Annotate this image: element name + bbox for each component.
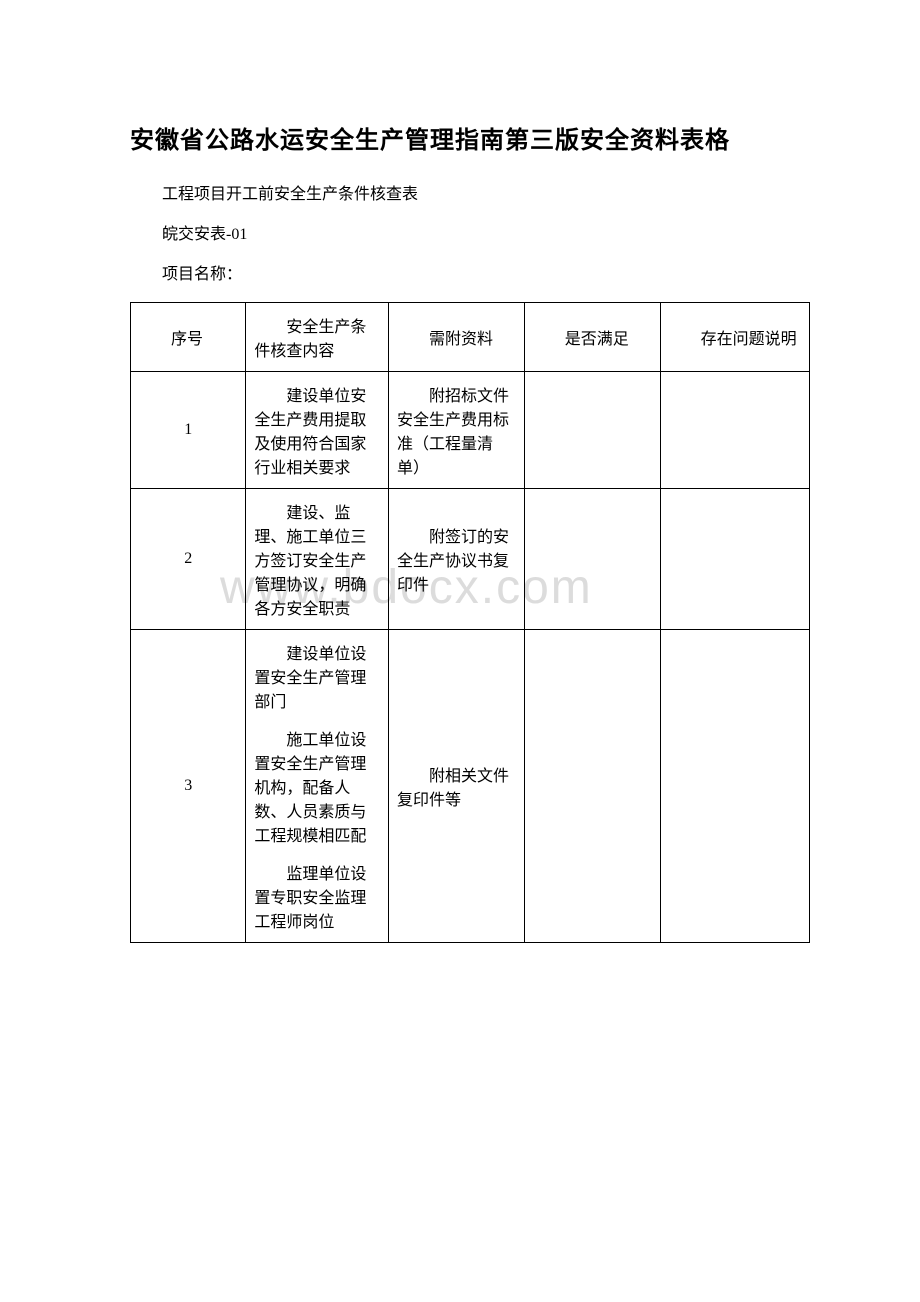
header-seq: 序号	[131, 303, 246, 372]
cell-material: 附签订的安全生产协议书复印件	[389, 489, 525, 630]
cell-seq: 2	[131, 489, 246, 630]
header-satisfy: 是否满足	[524, 303, 660, 372]
cell-satisfy	[524, 489, 660, 630]
cell-seq: 1	[131, 372, 246, 489]
document-title: 安徽省公路水运安全生产管理指南第三版安全资料表格	[130, 120, 810, 155]
header-material: 需附资料	[389, 303, 525, 372]
cell-material: 附相关文件复印件等	[389, 630, 525, 943]
table-row: 3 建设单位设置安全生产管理部门 施工单位设置安全生产管理机构，配备人数、人员素…	[131, 630, 810, 943]
cell-content: 建设单位设置安全生产管理部门 施工单位设置安全生产管理机构，配备人数、人员素质与…	[246, 630, 389, 943]
table-header-row: 序号 安全生产条件核查内容 需附资料 是否满足 存在问题说明	[131, 303, 810, 372]
table-row: 2 建设、监理、施工单位三方签订安全生产管理协议，明确各方安全职责 附签订的安全…	[131, 489, 810, 630]
header-content: 安全生产条件核查内容	[246, 303, 389, 372]
cell-satisfy	[524, 630, 660, 943]
cell-content: 建设、监理、施工单位三方签订安全生产管理协议，明确各方安全职责	[246, 489, 389, 630]
inspection-table: 序号 安全生产条件核查内容 需附资料 是否满足 存在问题说明 1 建设单位安全生…	[130, 302, 810, 943]
cell-issue	[660, 372, 809, 489]
cell-content: 建设单位安全生产费用提取及使用符合国家行业相关要求	[246, 372, 389, 489]
cell-issue	[660, 630, 809, 943]
table-row: 1 建设单位安全生产费用提取及使用符合国家行业相关要求 附招标文件安全生产费用标…	[131, 372, 810, 489]
form-code: 皖交安表-01	[130, 220, 810, 244]
cell-satisfy	[524, 372, 660, 489]
document-subtitle: 工程项目开工前安全生产条件核查表	[130, 180, 810, 204]
cell-seq: 3	[131, 630, 246, 943]
cell-material: 附招标文件安全生产费用标准（工程量清单）	[389, 372, 525, 489]
header-issue: 存在问题说明	[660, 303, 809, 372]
cell-issue	[660, 489, 809, 630]
project-name-label: 项目名称：	[130, 260, 810, 284]
